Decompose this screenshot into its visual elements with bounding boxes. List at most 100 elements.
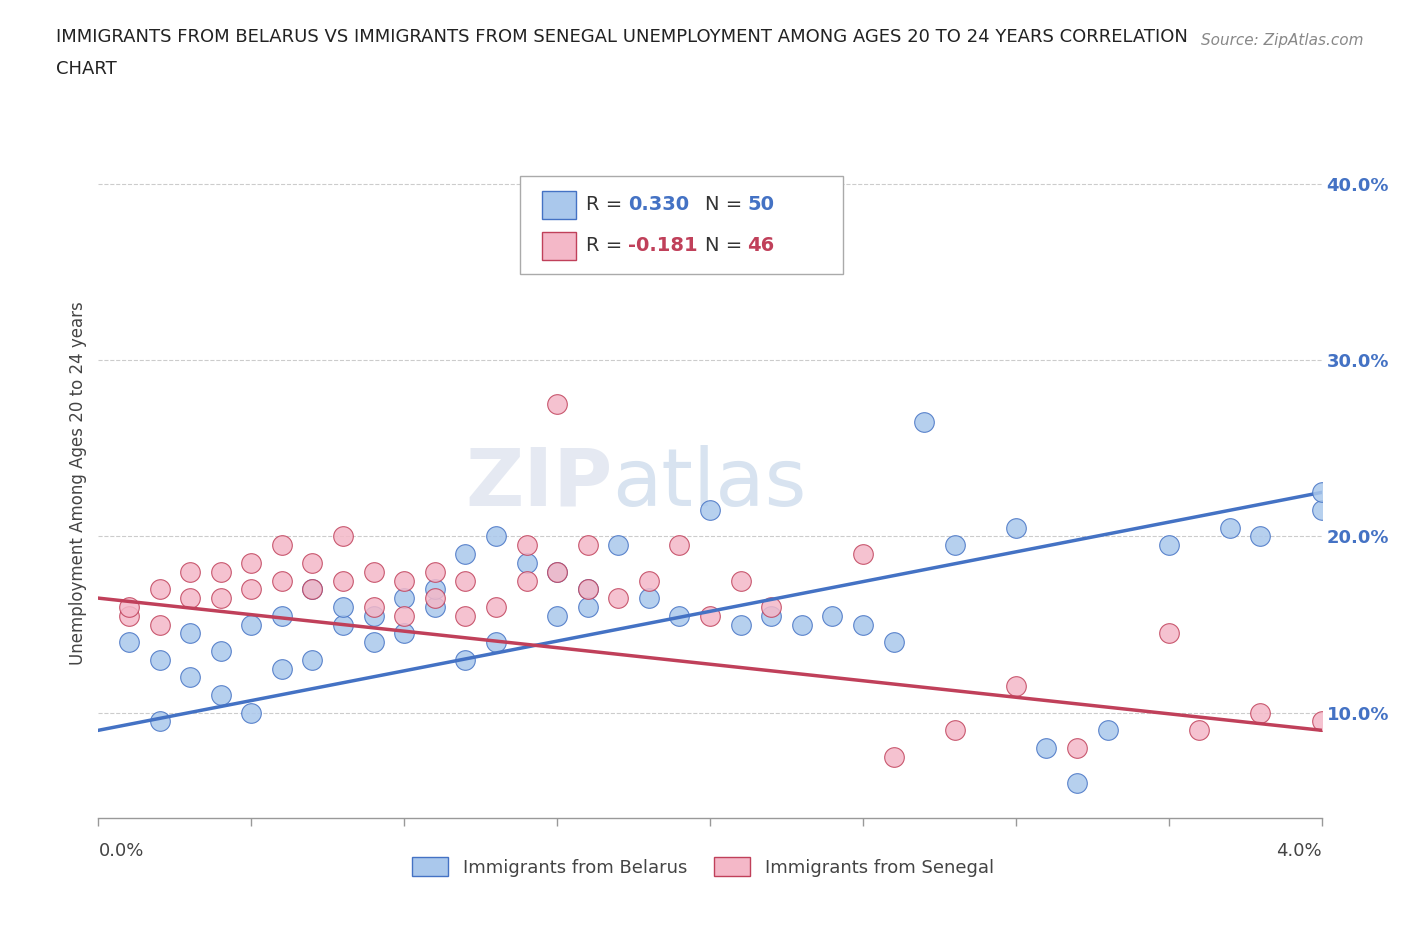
Point	[485, 529, 508, 544]
Point	[363, 635, 385, 650]
Point	[943, 538, 966, 552]
Point	[118, 608, 141, 623]
Point	[118, 600, 141, 615]
Point	[149, 652, 172, 667]
Point	[637, 591, 661, 605]
Point	[363, 600, 385, 615]
Point	[423, 591, 446, 605]
Point	[1066, 740, 1088, 755]
Point	[270, 661, 294, 676]
Point	[301, 582, 323, 597]
Point	[209, 644, 232, 658]
Point	[332, 573, 354, 588]
Point	[179, 670, 201, 684]
Point	[759, 600, 782, 615]
Point	[270, 608, 294, 623]
Point	[392, 608, 416, 623]
Point	[852, 618, 875, 632]
Point	[454, 573, 477, 588]
Point	[179, 565, 201, 579]
Text: 0.0%: 0.0%	[98, 842, 143, 860]
Point	[209, 687, 232, 702]
Point	[454, 608, 477, 623]
Point	[516, 573, 538, 588]
Point	[363, 565, 385, 579]
Point	[454, 652, 477, 667]
Legend: Immigrants from Belarus, Immigrants from Senegal: Immigrants from Belarus, Immigrants from…	[405, 850, 1001, 883]
Point	[209, 591, 232, 605]
Point	[1066, 776, 1088, 790]
Point	[790, 618, 813, 632]
Text: 4.0%: 4.0%	[1277, 842, 1322, 860]
Point	[699, 502, 721, 517]
Point	[149, 714, 172, 729]
Text: Source: ZipAtlas.com: Source: ZipAtlas.com	[1201, 33, 1364, 47]
Point	[332, 600, 354, 615]
Point	[1249, 705, 1271, 720]
Point	[1035, 740, 1057, 755]
Y-axis label: Unemployment Among Ages 20 to 24 years: Unemployment Among Ages 20 to 24 years	[69, 301, 87, 666]
Point	[699, 608, 721, 623]
Point	[363, 608, 385, 623]
Point	[576, 582, 599, 597]
Point	[392, 573, 416, 588]
Point	[546, 397, 568, 412]
Text: 46: 46	[748, 236, 775, 255]
Point	[332, 529, 354, 544]
Point	[1310, 714, 1333, 729]
Point	[516, 555, 538, 570]
Point	[1310, 485, 1333, 499]
Point	[179, 626, 201, 641]
Point	[270, 538, 294, 552]
Text: R =: R =	[585, 195, 628, 214]
Text: 50: 50	[748, 195, 775, 214]
Text: N =: N =	[704, 195, 748, 214]
Point	[576, 600, 599, 615]
Point	[149, 618, 172, 632]
Point	[301, 555, 323, 570]
Text: 0.330: 0.330	[627, 195, 689, 214]
Point	[607, 538, 630, 552]
Point	[1097, 723, 1119, 737]
Point	[270, 573, 294, 588]
Text: atlas: atlas	[612, 445, 807, 523]
Point	[240, 618, 263, 632]
Point	[1310, 502, 1333, 517]
Point	[485, 600, 508, 615]
Point	[392, 626, 416, 641]
Text: ZIP: ZIP	[465, 445, 612, 523]
Point	[883, 635, 905, 650]
Point	[1219, 520, 1241, 535]
Point	[179, 591, 201, 605]
Point	[730, 618, 752, 632]
Point	[240, 555, 263, 570]
Point	[1249, 529, 1271, 544]
Text: IMMIGRANTS FROM BELARUS VS IMMIGRANTS FROM SENEGAL UNEMPLOYMENT AMONG AGES 20 TO: IMMIGRANTS FROM BELARUS VS IMMIGRANTS FR…	[56, 28, 1188, 46]
Point	[1188, 723, 1211, 737]
Text: -0.181: -0.181	[627, 236, 697, 255]
Point	[423, 600, 446, 615]
Point	[454, 547, 477, 562]
Point	[546, 565, 568, 579]
Point	[423, 565, 446, 579]
Point	[576, 538, 599, 552]
Text: CHART: CHART	[56, 60, 117, 78]
Point	[852, 547, 875, 562]
Point	[546, 565, 568, 579]
Point	[209, 565, 232, 579]
Point	[576, 582, 599, 597]
Point	[423, 582, 446, 597]
Point	[1157, 538, 1180, 552]
Point	[301, 652, 323, 667]
Point	[668, 608, 690, 623]
Point	[883, 750, 905, 764]
Point	[149, 582, 172, 597]
Point	[485, 635, 508, 650]
Text: N =: N =	[704, 236, 748, 255]
Point	[759, 608, 782, 623]
Point	[118, 635, 141, 650]
Point	[1004, 679, 1026, 694]
Text: R =: R =	[585, 236, 628, 255]
Point	[516, 538, 538, 552]
Point	[821, 608, 844, 623]
